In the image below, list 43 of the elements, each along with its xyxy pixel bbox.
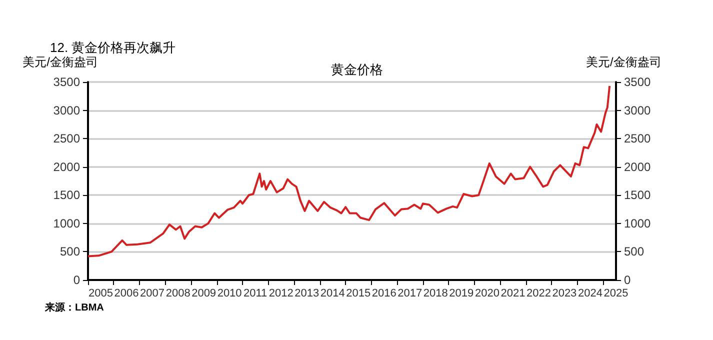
chart-subtitle: 黄金价格 xyxy=(331,62,383,77)
x-tick-label: 2023 xyxy=(552,288,577,300)
y2-tick-label: 500 xyxy=(624,244,644,259)
x-tick-label: 2019 xyxy=(449,288,474,300)
x-tick-label: 2014 xyxy=(320,288,345,300)
x-tick-label: 2022 xyxy=(526,288,551,300)
x-tick-label: 2021 xyxy=(500,288,526,300)
x-tick-label: 2005 xyxy=(88,288,114,300)
x-tick-label: 2020 xyxy=(474,288,500,300)
y-tick-label: 500 xyxy=(60,244,80,259)
x-tick-label: 2007 xyxy=(140,288,164,300)
x-tick-label: 2012 xyxy=(268,288,294,300)
y-tick-label: 0 xyxy=(73,273,80,287)
y2-tick-label: 3000 xyxy=(624,103,652,118)
y-tick-label: 2000 xyxy=(53,160,80,174)
x-tick-label: 2025 xyxy=(604,288,628,300)
x-tick-label: 2011 xyxy=(243,288,268,300)
source-note: 来源：LBMA xyxy=(44,302,104,314)
x-tick-label: 2017 xyxy=(398,288,422,300)
y-tick-label: 1500 xyxy=(53,188,80,202)
y2-tick-label: 1000 xyxy=(624,216,652,230)
line-series xyxy=(87,84,611,258)
x-tick-label: 2010 xyxy=(217,288,242,300)
y2-tick-label: 2000 xyxy=(624,160,652,174)
x-tick-label: 2013 xyxy=(294,288,320,300)
y2-tick-label: 2500 xyxy=(624,132,652,146)
y-tick-label: 3000 xyxy=(53,103,80,118)
x-tick-label: 2015 xyxy=(346,288,371,300)
x-tick-label: 2024 xyxy=(578,288,602,300)
y-axis-title: 美元/金衡盎司 xyxy=(22,55,98,69)
y2-tick-label: 1500 xyxy=(624,188,652,202)
y-tick-label: 1000 xyxy=(53,216,80,230)
y-tick-label: 2500 xyxy=(53,132,80,146)
x-tick-label: 2006 xyxy=(114,288,139,300)
x-tick-label: 2008 xyxy=(166,288,190,300)
y2-tick-label: 0 xyxy=(624,273,631,287)
y-tick-label: 3500 xyxy=(53,75,80,89)
x-tick-label: 2018 xyxy=(423,288,448,300)
x-tick-label: 2009 xyxy=(192,288,216,300)
y2-tick-label: 3500 xyxy=(624,75,652,89)
x-tick-label: 2016 xyxy=(372,288,396,300)
chart-title: 12. 黄金价格再次飙升 xyxy=(50,40,176,55)
y2-axis-title: 美元/金衡盎司 xyxy=(586,55,662,69)
